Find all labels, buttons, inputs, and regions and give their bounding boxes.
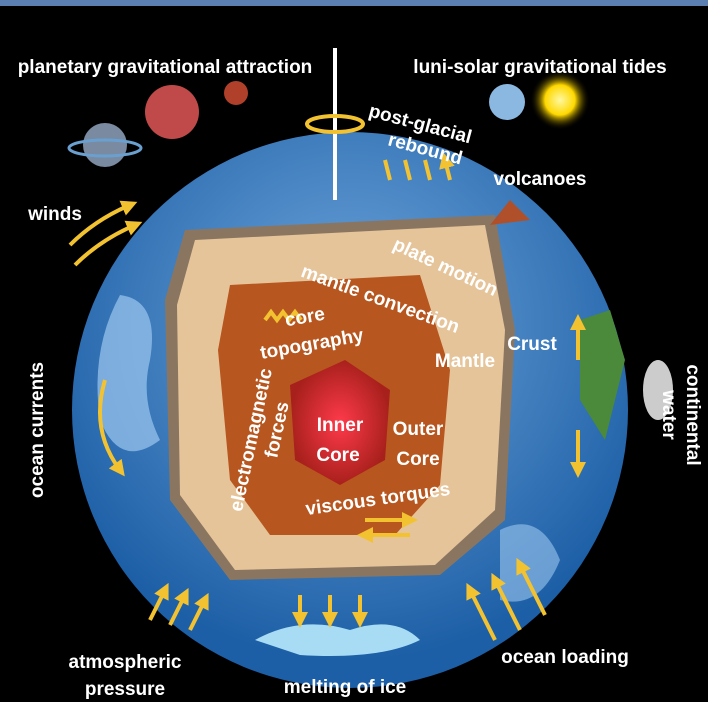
label: planetary gravitational attraction — [18, 57, 313, 78]
label: Crust — [507, 334, 557, 355]
label: luni-solar gravitational tides — [413, 57, 666, 78]
label: ocean loading — [501, 647, 629, 668]
sun — [530, 70, 590, 130]
arrow — [491, 572, 522, 631]
planet-ring — [67, 138, 143, 158]
label: water — [658, 389, 679, 440]
label: ocean currents — [27, 362, 48, 498]
label: continental — [682, 364, 703, 465]
label: atmospheric — [69, 652, 182, 673]
continent — [580, 310, 625, 440]
rotation-arrow — [305, 114, 365, 134]
arrow — [188, 592, 209, 631]
arrow — [168, 587, 189, 626]
planet — [83, 123, 127, 167]
cloud — [643, 360, 673, 420]
label: volcanoes — [494, 169, 587, 190]
ice — [255, 624, 420, 656]
arrow — [516, 557, 547, 616]
arrow — [98, 379, 125, 477]
label: pressure — [85, 679, 165, 700]
label: Outer — [393, 419, 444, 440]
top-strip — [0, 0, 708, 6]
planet — [145, 85, 199, 139]
planet — [224, 81, 248, 105]
label: Inner — [317, 415, 364, 436]
label: melting of ice — [284, 677, 406, 698]
moon — [489, 84, 525, 120]
label: winds — [27, 204, 82, 225]
volcano — [490, 200, 530, 225]
core-topography-line — [263, 308, 303, 324]
arrow — [466, 582, 497, 641]
label: Core — [396, 449, 439, 470]
inner-core — [290, 360, 390, 485]
label: Core — [316, 445, 359, 466]
label: Mantle — [435, 351, 495, 372]
arrow — [73, 220, 143, 267]
rebound-arrows — [383, 160, 450, 181]
arrow — [148, 582, 169, 621]
ocean-water — [97, 295, 160, 452]
arrow — [68, 200, 138, 247]
